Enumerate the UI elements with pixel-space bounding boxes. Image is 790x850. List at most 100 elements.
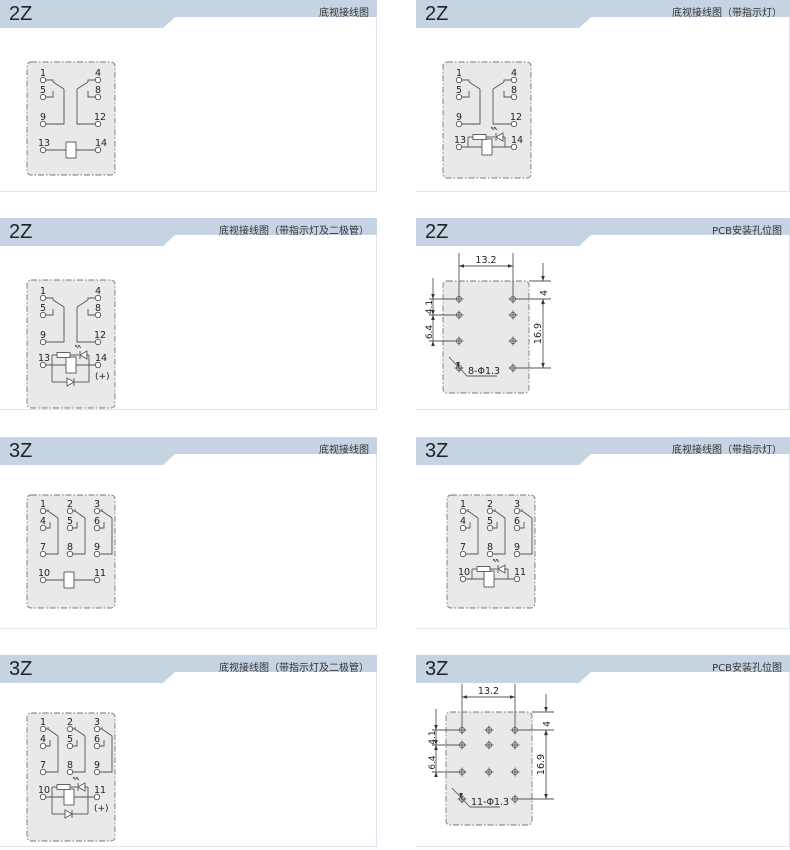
header-band (416, 655, 790, 683)
pin-terminal (39, 311, 47, 319)
label: 6.4 (425, 325, 435, 340)
panel-title: 3Z (9, 658, 33, 680)
pin-terminal (510, 93, 518, 101)
dimension-arrow (541, 299, 545, 305)
pin-terminal (510, 143, 518, 151)
header-band (0, 655, 377, 683)
wire (466, 518, 479, 555)
dimension-arrow (510, 695, 515, 699)
label: 9 (456, 112, 462, 123)
pin-terminal (66, 725, 74, 733)
label: 8 (487, 542, 493, 553)
label: 9 (94, 542, 100, 553)
contact-arm (521, 510, 533, 519)
header-band (416, 437, 790, 465)
label: 5 (487, 516, 493, 527)
contact-arm (47, 728, 59, 737)
wire (87, 297, 95, 300)
pin-terminal (486, 550, 494, 558)
pin-terminal (94, 361, 102, 369)
pin-terminal (94, 146, 102, 154)
label: 4 (95, 286, 101, 297)
pin-terminal (39, 793, 47, 801)
diagram-panel-3z-6: 3Z 底视接线图（带指示灯及二极管） 1 4 7 2 5 8 3 6 9 10 11 (+) (0, 655, 377, 847)
dimension-arrow (541, 276, 545, 281)
dimension-arrow (431, 315, 435, 320)
label: 5 (67, 516, 73, 527)
label: 9 (514, 542, 520, 553)
label: 5 (456, 85, 462, 96)
relay-outline (26, 279, 116, 409)
contact-arm (492, 81, 505, 90)
label: 4 (95, 68, 101, 79)
label: 4 (539, 290, 550, 296)
led-light-icon (75, 345, 77, 347)
label: 5 (40, 303, 46, 314)
label: 6 (514, 516, 520, 527)
label: 4.1 (425, 300, 435, 314)
diagram-panel-2z-1: 2Z 底视接线图（带指示灯） 1 4 5 8 9 12 13 14 (416, 0, 790, 192)
diode-symbol (64, 809, 73, 819)
wire (46, 307, 65, 343)
wire (46, 91, 54, 98)
pin-terminal (39, 550, 47, 558)
label: 11-Φ1.3 (471, 797, 509, 808)
pin-terminal (39, 742, 47, 750)
coil-symbol (65, 356, 77, 374)
pin-terminal (459, 507, 467, 515)
label: 13.2 (478, 686, 499, 697)
wire (503, 79, 511, 82)
header-band (0, 437, 377, 465)
wire (46, 740, 51, 747)
pin-terminal (94, 93, 102, 101)
panel-header: 3Z 底视接线图（带指示灯及二极管） (0, 655, 377, 685)
pin-terminal (455, 143, 463, 151)
pin-terminal (39, 524, 47, 532)
dimension-arrow (544, 794, 548, 799)
label: 8 (95, 303, 101, 314)
contact-arm (52, 81, 65, 90)
label: 16.9 (533, 323, 544, 344)
panel-header: 2Z PCB安装孔位图 (416, 218, 790, 248)
contact-arm (74, 510, 86, 519)
resistor-symbol (476, 566, 491, 572)
panel-header: 3Z 底视接线图（带指示灯） (416, 437, 790, 467)
dimension-arrow (434, 772, 438, 777)
led-light-icon (76, 777, 78, 779)
label: 9 (40, 330, 46, 341)
wire (100, 522, 105, 529)
label: 6 (94, 734, 100, 745)
label: 11 (94, 785, 106, 796)
dimension-arrow (459, 264, 464, 268)
dimension-arrow (434, 745, 438, 750)
pin-terminal (93, 576, 101, 584)
diagram-panel-2z-3: 2Z PCB安装孔位图 13.2 4 16.9 4.1 6.4 8-Φ1.3 (416, 218, 790, 410)
label: 1 (40, 68, 46, 79)
pin-terminal (94, 338, 102, 346)
dimension-arrow (456, 362, 460, 367)
label: 7 (40, 542, 46, 553)
label: 10 (458, 567, 470, 578)
wire (100, 518, 113, 555)
wire (520, 518, 533, 555)
led-light-icon (496, 559, 498, 561)
label: 8 (511, 85, 517, 96)
contact-arm (76, 299, 89, 308)
pin-terminal (93, 507, 101, 515)
header-band (416, 218, 790, 246)
wire (46, 522, 51, 529)
label: 13 (38, 138, 50, 149)
panel-title: 2Z (425, 221, 449, 243)
label: 6 (94, 516, 100, 527)
pin-terminal (510, 120, 518, 128)
pin-terminal (93, 793, 101, 801)
wire (46, 736, 59, 773)
wire (87, 309, 95, 316)
label: 11 (514, 567, 526, 578)
label: (+) (95, 372, 110, 382)
dimension-arrow (462, 695, 467, 699)
wire (87, 79, 95, 82)
label: 4 (511, 68, 517, 79)
